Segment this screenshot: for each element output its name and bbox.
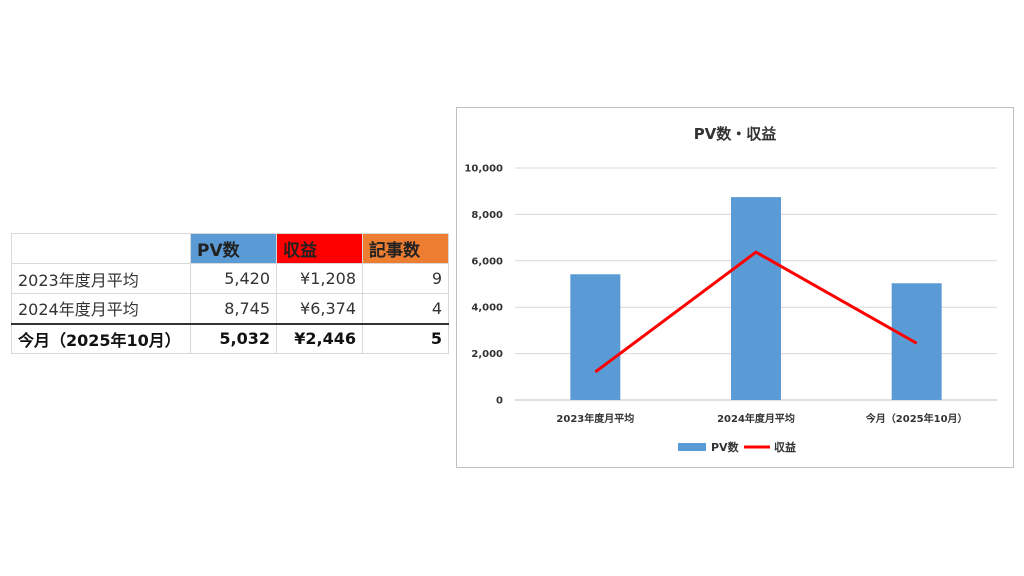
row-revenue: ¥2,446	[276, 322, 363, 354]
row-articles: 9	[362, 263, 449, 294]
table-row: 2023年度月平均 5,420 ¥1,208 9	[11, 263, 449, 294]
y-tick-label: 10,000	[464, 164, 503, 175]
x-tick-label: 2023年度月平均	[556, 412, 634, 425]
header-revenue: 収益	[276, 233, 363, 264]
bar-pv	[570, 274, 621, 400]
row-pv: 5,420	[190, 263, 277, 294]
y-tick-label: 8,000	[471, 210, 503, 221]
legend-label-revenue: 収益	[774, 440, 796, 454]
row-label: 今月（2025年10月）	[11, 322, 191, 354]
table-header-row: PV数 収益 記事数	[11, 233, 449, 264]
row-articles: 4	[362, 293, 449, 324]
x-tick-label: 2024年度月平均	[717, 412, 795, 425]
chart-svg: PV数・収益 0 2,000 4,000 6,000 8,000 10,000 2023年…	[464, 125, 997, 454]
y-tick-label: 2,000	[471, 349, 503, 360]
table-row-current-month: 今月（2025年10月） 5,032 ¥2,446 5	[11, 322, 449, 354]
chart-frame: PV数・収益 0 2,000 4,000 6,000 8,000 10,000 2023年…	[456, 107, 1014, 468]
header-empty	[11, 233, 191, 264]
summary-table: PV数 収益 記事数 2023年度月平均 5,420 ¥1,208 9 2024…	[11, 233, 449, 354]
header-pv: PV数	[190, 233, 277, 264]
bar-layer	[570, 197, 942, 400]
x-tick-label: 今月（2025年10月）	[865, 412, 968, 425]
y-tick-label: 6,000	[471, 256, 503, 267]
row-label: 2023年度月平均	[11, 263, 191, 294]
header-articles: 記事数	[362, 233, 449, 264]
row-revenue: ¥6,374	[276, 293, 363, 324]
x-tick-layer: 2023年度月平均 2024年度月平均 今月（2025年10月）	[556, 412, 967, 425]
row-revenue: ¥1,208	[276, 263, 363, 294]
chart-title: PV数・収益	[694, 125, 777, 143]
row-pv: 8,745	[190, 293, 277, 324]
legend-label-pv: PV数	[711, 440, 740, 454]
row-label: 2024年度月平均	[11, 293, 191, 324]
y-tick-label: 0	[496, 396, 503, 407]
line-revenue	[594, 250, 918, 374]
y-tick-label: 4,000	[471, 303, 503, 314]
row-articles: 5	[362, 322, 449, 354]
row-pv: 5,032	[190, 322, 277, 354]
table-row: 2024年度月平均 8,745 ¥6,374 4	[11, 293, 449, 324]
legend: PV数 収益	[678, 440, 796, 454]
legend-swatch-pv	[678, 443, 706, 451]
bar-pv	[731, 197, 781, 400]
line-layer	[594, 250, 918, 374]
